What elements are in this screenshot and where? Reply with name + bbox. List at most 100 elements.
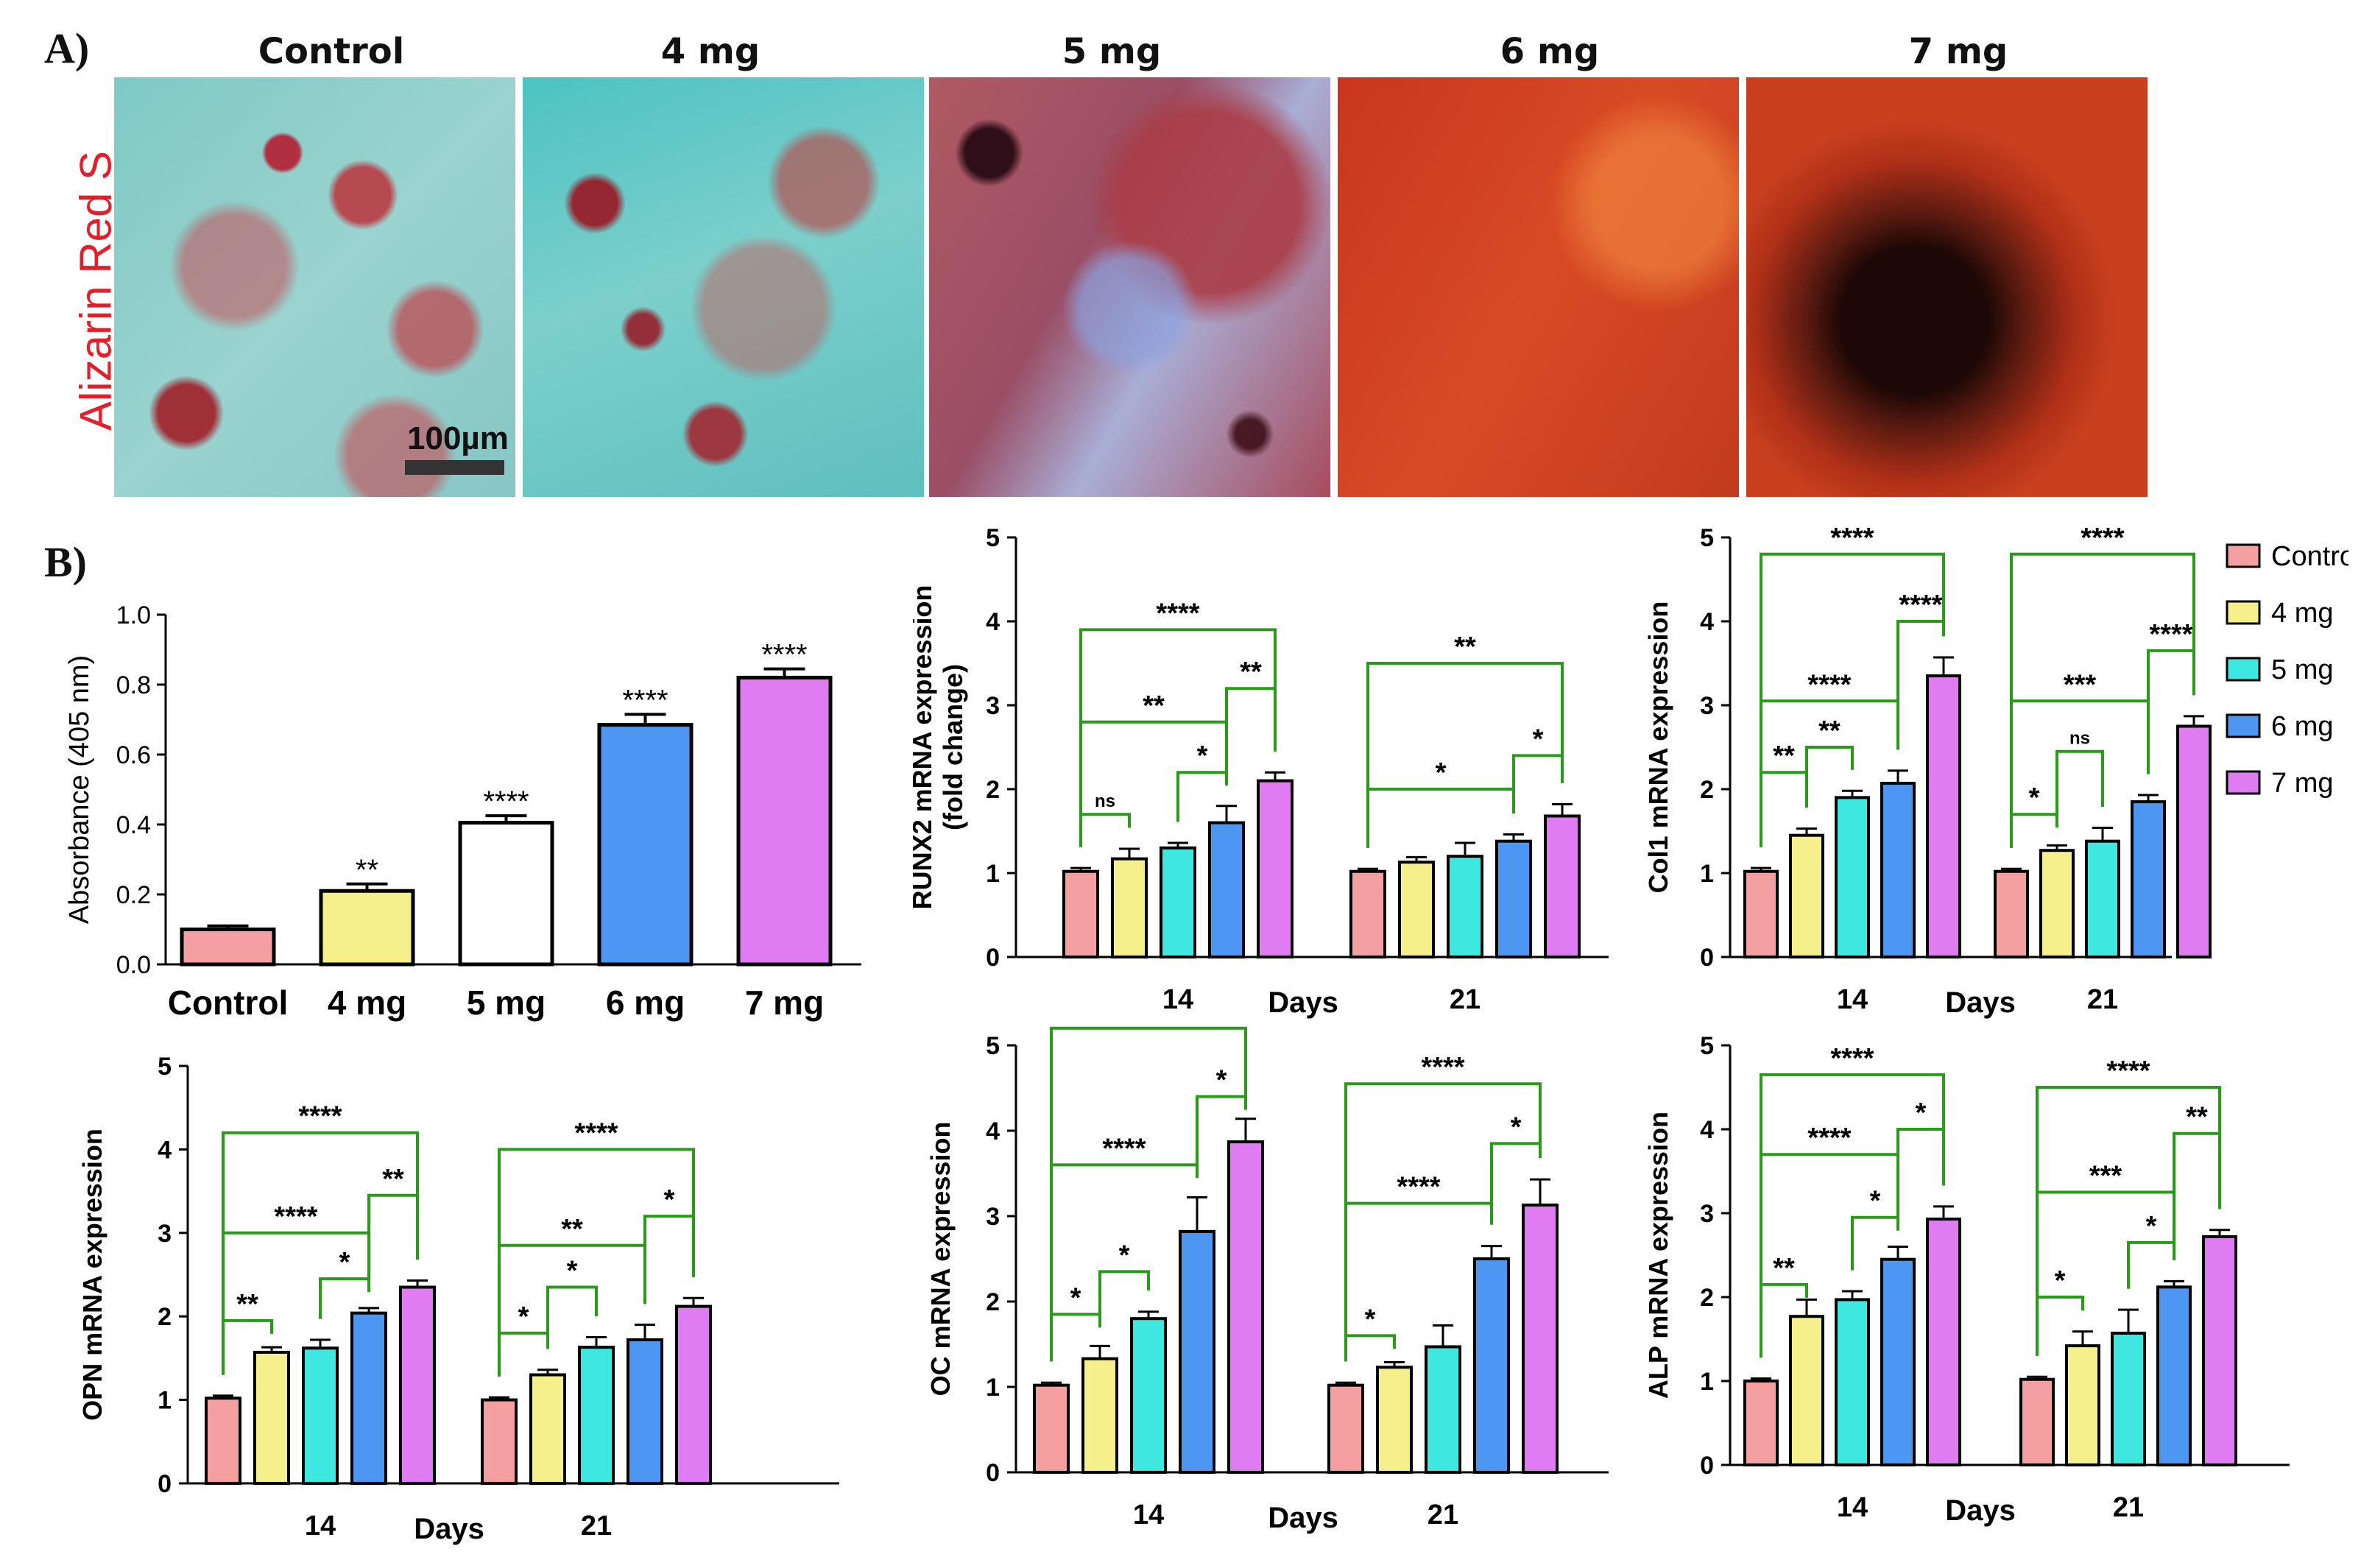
y-axis-label-line2: (fold change) xyxy=(938,664,968,830)
x-tick-label-control: Control xyxy=(168,983,289,1022)
x-group-label-day-21: 21 xyxy=(1450,984,1481,1015)
x-group-label-day-14: 14 xyxy=(1133,1500,1164,1530)
significance-bracket xyxy=(2010,699,2150,848)
bar-5-mg-day-21 xyxy=(2111,1332,2146,1466)
bar-7-mg-day-14 xyxy=(1227,1140,1264,1475)
significance-bracket xyxy=(1344,1201,1493,1362)
bar-6-mg-day-14 xyxy=(350,1311,387,1485)
significance-label: ** xyxy=(1143,691,1165,721)
legend-swatch-6-mg xyxy=(2226,713,2261,738)
significance-bracket xyxy=(1050,1313,1101,1362)
x-axis-label: Days xyxy=(414,1513,484,1545)
significance-bracket xyxy=(2010,552,2195,848)
image-title-5mg: 5 mg xyxy=(1062,31,1162,72)
image-title-control: Control xyxy=(258,31,405,72)
bar-4-mg-day-14 xyxy=(1081,1357,1118,1474)
bar-5-mg-day-21 xyxy=(578,1346,615,1485)
bar-6-mg-day-21 xyxy=(1473,1257,1510,1474)
significance-bracket xyxy=(1225,687,1277,785)
y-tick-label: 3 xyxy=(986,1203,1000,1231)
y-tick-label: 2 xyxy=(1700,1284,1714,1312)
legend-label-control: Control xyxy=(2271,541,2348,572)
significance-bracket xyxy=(2055,749,2104,824)
bar-7-mg-day-21 xyxy=(1544,814,1581,959)
significance-label: * xyxy=(1436,757,1447,788)
y-axis-label: RUNX2 mRNA expression xyxy=(913,585,937,910)
significance-label: **** xyxy=(1126,1016,1170,1028)
significance-bracket xyxy=(1760,1073,1945,1358)
significance-label: ** xyxy=(561,1214,583,1245)
significance-4-mg: ** xyxy=(356,854,378,886)
significance-label: **** xyxy=(298,1101,342,1132)
significance-bracket xyxy=(546,1285,598,1349)
significance-label: ** xyxy=(236,1289,258,1320)
bar-6-mg-day-14 xyxy=(1208,821,1245,958)
bar-4-mg-day-21 xyxy=(2039,849,2075,958)
bar-6-mg-day-21 xyxy=(2156,1285,2192,1466)
y-axis-label: Absorbance (405 nm) xyxy=(64,655,95,924)
stain-label-word2: Red S xyxy=(71,150,121,274)
bar-7-mg-day-21 xyxy=(2176,724,2212,958)
bar-7-mg-day-14 xyxy=(1926,1217,1961,1466)
significance-bracket xyxy=(1896,1128,1945,1226)
y-tick-label: 5 xyxy=(1700,524,1714,552)
significance-bracket xyxy=(1344,1082,1542,1362)
significance-bracket xyxy=(1760,552,1945,847)
bar-5-mg xyxy=(458,821,554,967)
bar-7-mg-day-21 xyxy=(2202,1235,2237,1466)
significance-label: ** xyxy=(382,1164,404,1195)
significance-label: * xyxy=(1511,1112,1522,1143)
significance-label: **** xyxy=(2149,619,2192,650)
y-tick-label: 2 xyxy=(158,1303,172,1331)
significance-label: **** xyxy=(1421,1052,1464,1083)
significance-bracket xyxy=(1366,662,1564,848)
image-title-6mg: 6 mg xyxy=(1500,31,1600,72)
y-tick-label: 2 xyxy=(986,776,1000,804)
bar-6-mg-day-14 xyxy=(1179,1229,1215,1474)
x-group-label-day-21: 21 xyxy=(1427,1500,1458,1530)
micrograph-4mg xyxy=(523,77,924,497)
x-axis-label: Days xyxy=(1945,986,2016,1019)
y-tick-label: 5 xyxy=(986,524,1000,552)
significance-bracket xyxy=(643,1215,695,1304)
y-axis-label: Col1 mRNA expression xyxy=(1643,601,1673,894)
legend-swatch-control xyxy=(2226,543,2261,568)
significance-label: **** xyxy=(2081,523,2124,554)
bar-5-mg-day-14 xyxy=(1160,846,1196,958)
x-tick-label-7-mg: 7 mg xyxy=(745,983,824,1022)
significance-label: **** xyxy=(1807,669,1851,700)
significance-label: *** xyxy=(2064,669,2097,700)
bar-control-day-14 xyxy=(1743,1380,1779,1466)
significance-label: *** xyxy=(2089,1161,2122,1192)
bar-4-mg-day-21 xyxy=(529,1373,566,1485)
micrograph-6mg xyxy=(1338,77,1739,497)
y-tick-label: 0.6 xyxy=(116,741,151,769)
legend-label-5-mg: 5 mg xyxy=(2271,654,2333,685)
micrograph-control: 100µm xyxy=(114,77,515,497)
significance-label: * xyxy=(2146,1211,2157,1242)
bar-5-mg-day-21 xyxy=(2085,839,2120,958)
y-tick-label: 0.8 xyxy=(116,671,151,699)
significance-label: * xyxy=(1365,1304,1376,1335)
significance-label: * xyxy=(1916,1098,1927,1129)
bar-5-mg-day-21 xyxy=(1425,1345,1461,1475)
significance-bracket xyxy=(1366,788,1515,848)
bar-control-day-21 xyxy=(1994,869,2029,958)
y-tick-label: 5 xyxy=(1700,1032,1714,1060)
significance-label: ** xyxy=(1454,632,1476,663)
legend-swatch-7-mg xyxy=(2226,770,2261,795)
x-group-label-day-14: 14 xyxy=(1837,984,1868,1015)
y-tick-label: 1 xyxy=(986,1374,1000,1402)
y-tick-label: 3 xyxy=(986,692,1000,720)
scale-bar-label: 100µm xyxy=(407,420,509,456)
significance-label: * xyxy=(518,1302,529,1332)
significance-label: * xyxy=(2029,783,2040,813)
significance-bracket xyxy=(222,1131,419,1375)
stain-label-word1: Alizarin xyxy=(71,286,121,431)
y-tick-label: 1 xyxy=(1700,1368,1714,1396)
chart-absorbance: 0.0 0.2 0.4 0.6 0.8 1.0 Absorbance (405 nm) Con… xyxy=(64,601,861,1022)
bar-control-day-14 xyxy=(1033,1383,1070,1474)
